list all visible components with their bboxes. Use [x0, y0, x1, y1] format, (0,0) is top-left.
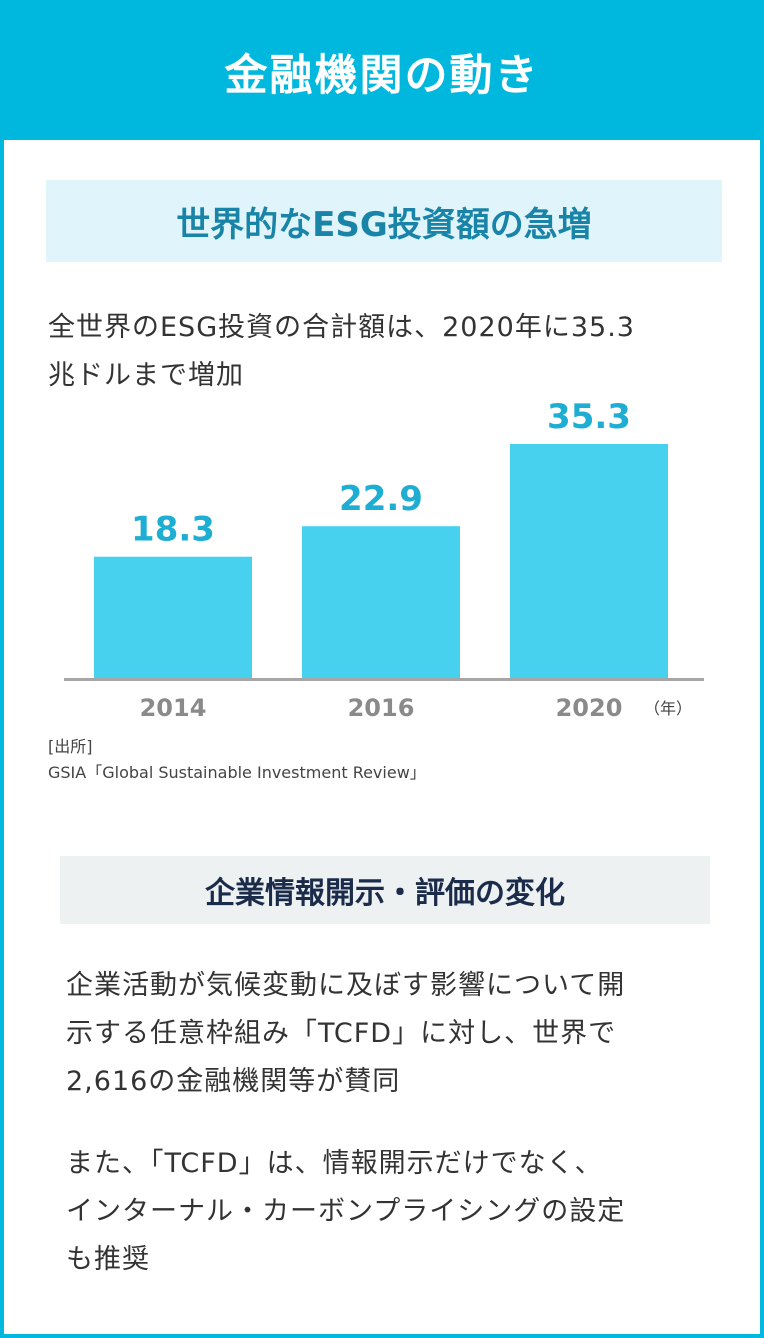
source-label: [出所] — [48, 737, 93, 756]
bar-2016 — [302, 526, 460, 678]
paragraph-line: また、「TCFD」は、情報開示だけでなく、 — [66, 1148, 603, 1179]
source-text: GSIA「Global Sustainable Investment Revie… — [48, 763, 426, 782]
x-tick-2014: 2014 — [140, 694, 207, 722]
header-banner: 金融機関の動き — [4, 4, 760, 140]
paragraph-line: インターナル・カーボンプライシングの設定 — [66, 1196, 626, 1227]
x-axis-unit: （年） — [644, 699, 692, 718]
x-tick-2020: 2020 — [556, 694, 623, 722]
source-note: [出所] GSIA「Global Sustainable Investment … — [48, 734, 426, 786]
section2-title-box: 企業情報開示・評価の変化 — [60, 856, 710, 924]
paragraph-2: また、「TCFD」は、情報開示だけでなく、 インターナル・カーボンプライシングの… — [66, 1140, 706, 1284]
lead-line: 兆ドルまで増加 — [48, 360, 244, 391]
paragraph-line: 示する任意枠組み「TCFD」に対し、世界で — [66, 1018, 617, 1049]
paragraph-line: 企業活動が気候変動に及ぼす影響について開 — [66, 970, 626, 1001]
lead-line: 全世界のESG投資の合計額は、2020年に35.3 — [48, 312, 635, 343]
paragraph-1: 企業活動が気候変動に及ぼす影響について開 示する任意枠組み「TCFD」に対し、世… — [66, 962, 706, 1106]
data-label-2016: 22.9 — [339, 479, 423, 519]
bar-2014 — [94, 556, 252, 678]
page-title: 金融機関の動き — [224, 51, 540, 101]
paragraph-line: も推奨 — [66, 1244, 150, 1275]
bar-2020 — [510, 444, 668, 678]
lead-text: 全世界のESG投資の合計額は、2020年に35.3 兆ドルまで増加 — [48, 304, 708, 400]
paragraph-line: 2,616の金融機関等が賛同 — [66, 1066, 401, 1097]
data-label-2014: 18.3 — [131, 510, 215, 550]
section2-title: 企業情報開示・評価の変化 — [205, 876, 565, 911]
section-title-box: 世界的なESG投資額の急増 — [46, 180, 722, 262]
esg-bar-chart: 18.3 2014 22.9 2016 35.3 2020 （年） — [64, 397, 704, 722]
x-tick-2016: 2016 — [348, 694, 415, 722]
section-title: 世界的なESG投資額の急増 — [176, 204, 592, 245]
data-label-2020: 35.3 — [547, 397, 631, 437]
